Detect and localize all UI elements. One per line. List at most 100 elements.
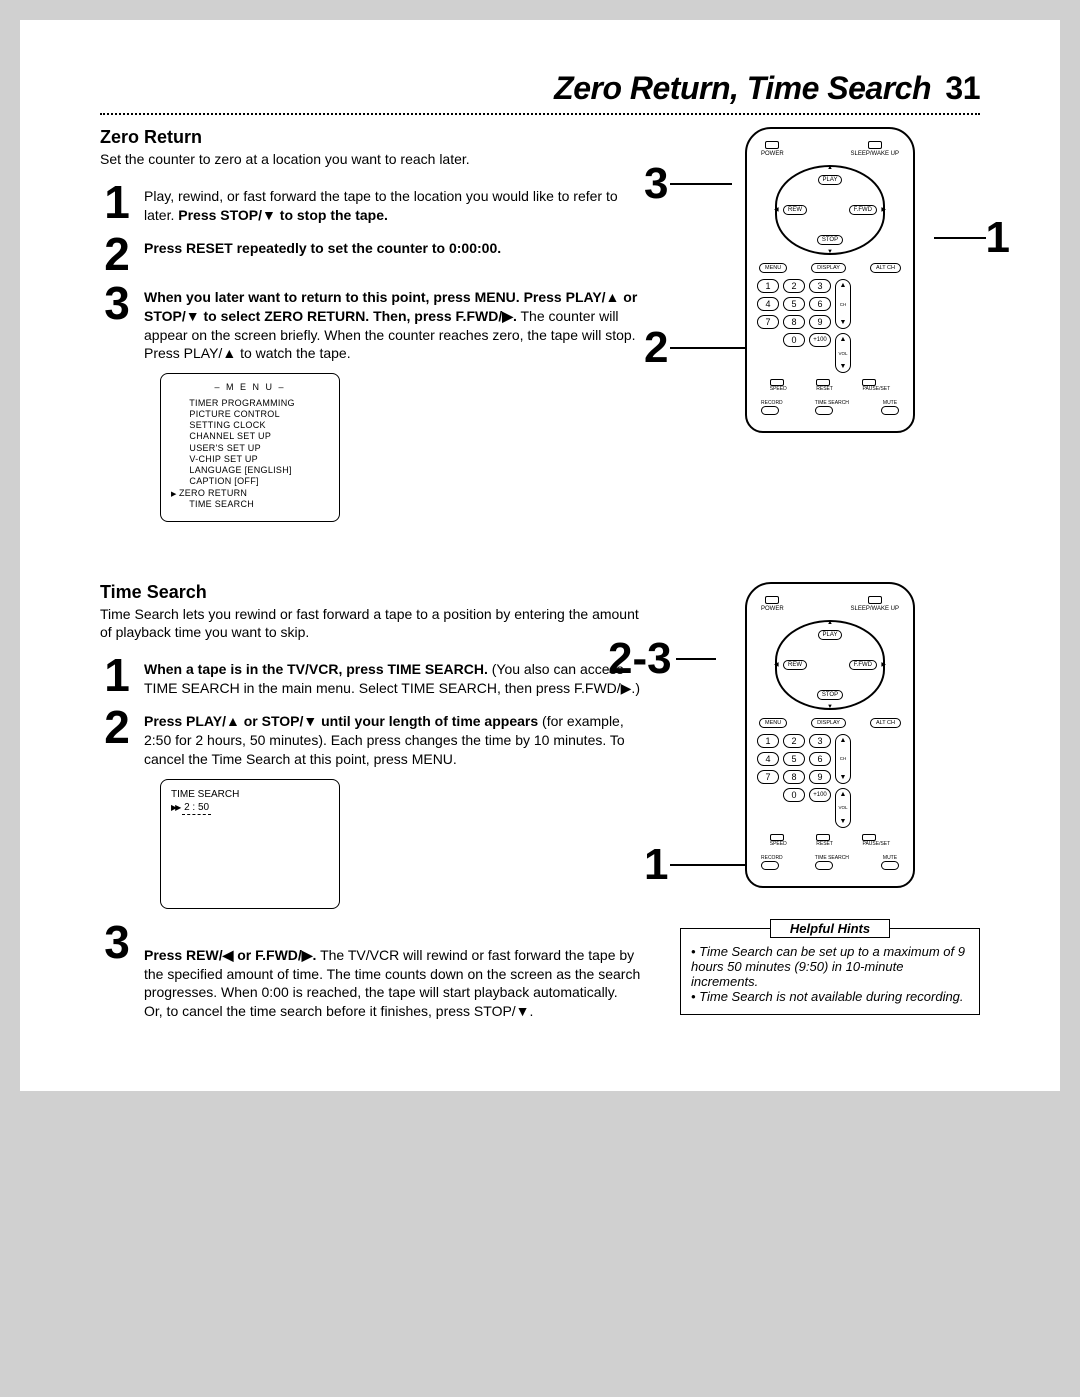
remote-body: POWER SLEEP/WAKE UP ▲ PLAY REW F.FWD STO… [745,127,915,433]
key-8[interactable]: 8 [783,315,805,329]
vol-rocker[interactable]: ▲VOL▼ [835,333,851,373]
page-number: 31 [945,70,980,106]
time-search-heading: Time Search [100,582,650,603]
ts-display-label: TIME SEARCH [171,788,329,801]
menu-item: LANGUAGE [ENGLISH] [171,465,329,476]
page-title: Zero Return, Time Search 31 [100,70,980,107]
ts-step-1: 1 When a tape is in the TV/VCR, press TI… [100,656,650,698]
key-8[interactable]: 8 [783,770,805,784]
zr-step-2: 2 Press RESET repeatedly to set the coun… [100,235,650,274]
timesearch-area: TIME SEARCH [815,855,849,870]
zr-step-3: 3 When you later want to return to this … [100,284,650,364]
key-4[interactable]: 4 [757,297,779,311]
step-number: 3 [100,284,134,364]
stop-button[interactable]: STOP [817,235,843,245]
helpful-hints-box: Helpful Hints Time Search can be set up … [680,928,980,1015]
key-9[interactable]: 9 [809,770,831,784]
altch-button[interactable]: ALT CH [870,263,901,273]
step-text: Press REW/◀ or F.FWD/▶. The TV/VCR will … [144,923,650,1021]
menu-button[interactable]: MENU [759,263,787,273]
key-3[interactable]: 3 [809,734,831,748]
key-1[interactable]: 1 [757,734,779,748]
display-button[interactable]: DISPLAY [811,718,846,728]
key-6[interactable]: 6 [809,752,831,766]
remote-diagram-2: 2-3 1 POWER SLEEP/WAKE UP ▲ PLAY REW [680,582,980,888]
reset-label: RESET [816,834,833,847]
power-label: POWER [761,141,784,157]
key-0[interactable]: 0 [783,333,805,347]
step-number: 2 [100,235,134,274]
key-1[interactable]: 1 [757,279,779,293]
ts-display-value: ▶▶ 2 : 50 [171,801,329,815]
key-7[interactable]: 7 [757,770,779,784]
rew-button[interactable]: REW [783,660,807,670]
transport-ring: ▲ PLAY REW F.FWD STOP ▼ [775,620,885,710]
key-plus100[interactable]: +100 [809,788,831,802]
ch-rocker[interactable]: ▲CH▼ [835,734,851,784]
key-plus100[interactable]: +100 [809,333,831,347]
key-2[interactable]: 2 [783,279,805,293]
hint-item: Time Search can be set up to a maximum o… [691,944,969,989]
menu-item: V-CHIP SET UP [171,454,329,465]
zero-return-intro: Set the counter to zero at a location yo… [100,150,650,169]
key-7[interactable]: 7 [757,315,779,329]
key-3[interactable]: 3 [809,279,831,293]
step-text: When you later want to return to this po… [144,284,650,364]
step-text: Play, rewind, or fast forward the tape t… [144,183,650,225]
record-area: RECORD [761,400,783,415]
key-2[interactable]: 2 [783,734,805,748]
zero-return-heading: Zero Return [100,127,650,148]
rew-button[interactable]: REW [783,205,807,215]
step-text: Press RESET repeatedly to set the counte… [144,235,501,274]
key-5[interactable]: 5 [783,752,805,766]
key-9[interactable]: 9 [809,315,831,329]
time-search-display: TIME SEARCH ▶▶ 2 : 50 [160,779,340,909]
key-6[interactable]: 6 [809,297,831,311]
ffwd-button[interactable]: F.FWD [849,205,877,215]
speed-label: SPEED [770,379,787,392]
time-search-intro: Time Search lets you rewind or fast forw… [100,605,650,643]
stop-button[interactable]: STOP [817,690,843,700]
menu-item: USER'S SET UP [171,443,329,454]
menu-title: – M E N U – [171,382,329,393]
zr-step-1: 1 Play, rewind, or fast forward the tape… [100,183,650,225]
callout-2-3: 2-3 [608,634,672,684]
sleep-label: SLEEP/WAKE UP [851,141,899,157]
ffwd-button[interactable]: F.FWD [849,660,877,670]
key-4[interactable]: 4 [757,752,779,766]
menu-item: SETTING CLOCK [171,420,329,431]
ts-step-3: 3 Press REW/◀ or F.FWD/▶. The TV/VCR wil… [100,923,650,1021]
number-keypad: 1 2 3 4 5 6 7 8 9 0 +100 [757,279,831,347]
altch-button[interactable]: ALT CH [870,718,901,728]
key-5[interactable]: 5 [783,297,805,311]
transport-ring: ▲ PLAY REW F.FWD STOP ▼ [775,165,885,255]
step-text: When a tape is in the TV/VCR, press TIME… [144,656,650,698]
title-divider [100,113,980,115]
play-button[interactable]: PLAY [818,630,843,640]
speed-label: SPEED [770,834,787,847]
remote-diagram-1: 3 1 2 POWER SLEEP/WAKE UP [680,127,980,433]
ts-step-2: 2 Press PLAY/▲ or STOP/▼ until your leng… [100,708,650,769]
menu-item: CAPTION [OFF] [171,476,329,487]
reset-label: RESET [816,379,833,392]
callout-1: 1 [986,213,1010,263]
menu-display-box: – M E N U – TIMER PROGRAMMING PICTURE CO… [160,373,340,521]
menu-item: ZERO RETURN [171,488,329,500]
mute-area: MUTE [881,400,899,415]
pauseset-label: PAUSE/SET [862,379,890,392]
vol-rocker[interactable]: ▲VOL▼ [835,788,851,828]
step-number: 1 [100,183,134,225]
key-0[interactable]: 0 [783,788,805,802]
timesearch-area: TIME SEARCH [815,400,849,415]
play-button[interactable]: PLAY [818,175,843,185]
step-number: 1 [100,656,134,698]
ch-rocker[interactable]: ▲CH▼ [835,279,851,329]
display-button[interactable]: DISPLAY [811,263,846,273]
hints-title: Helpful Hints [770,919,890,938]
hint-item: Time Search is not available during reco… [691,989,969,1004]
sleep-label: SLEEP/WAKE UP [851,596,899,612]
menu-button[interactable]: MENU [759,718,787,728]
number-keypad: 1 2 3 4 5 6 7 8 9 0 +100 [757,734,831,802]
record-area: RECORD [761,855,783,870]
menu-item: TIMER PROGRAMMING [171,398,329,409]
